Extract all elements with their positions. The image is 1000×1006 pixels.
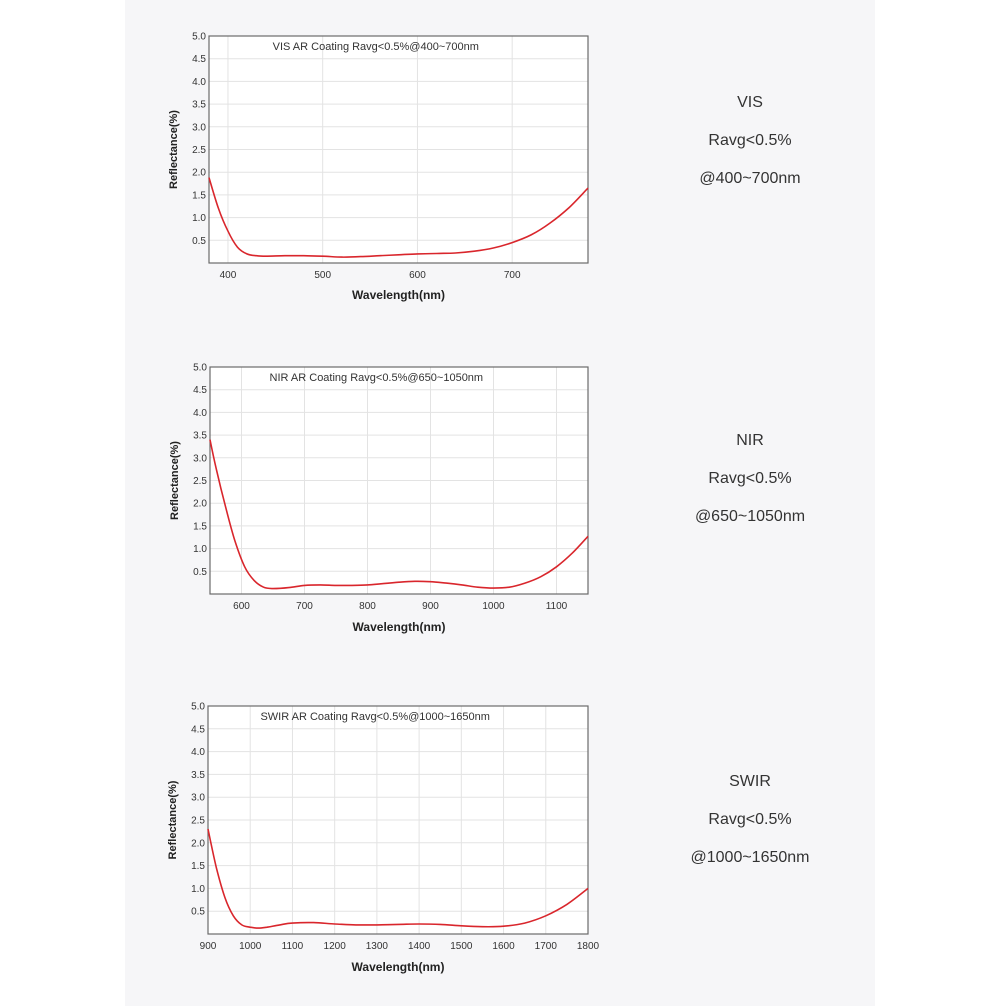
- y-tick-label: 2.5: [191, 816, 205, 827]
- x-tick-label: 700: [504, 270, 521, 281]
- plot-frame: [207, 705, 589, 935]
- y-tick-label: 0.5: [192, 236, 206, 247]
- nir-caption-name: NIR: [736, 432, 764, 449]
- x-tick-label: 900: [422, 601, 439, 612]
- swir-caption-range: @1000~1650nm: [690, 849, 810, 866]
- y-tick-label: 5.0: [192, 32, 206, 43]
- x-tick-label: 1400: [408, 941, 431, 952]
- y-tick-label: 4.0: [192, 77, 206, 88]
- x-tick-label: 1200: [324, 941, 347, 952]
- vis-caption: VIS Ravg<0.5% @400~700nm: [645, 84, 855, 198]
- x-tick-label: 1700: [535, 941, 558, 952]
- swir-reflectance-chart: 0.5 1.0 1.5 2.0 2.5 3.0 3.5 4.0 4.5 5.0 900 1000 110…: [167, 702, 600, 975]
- swir-caption: SWIR Ravg<0.5% @1000~1650nm: [645, 763, 855, 877]
- x-tick-label: 600: [409, 270, 426, 281]
- y-tick-label: 4.0: [193, 408, 207, 419]
- x-axis-label: Wavelength(nm): [352, 960, 445, 974]
- y-tick-label: 0.5: [191, 907, 205, 918]
- x-axis-label: Wavelength(nm): [353, 620, 446, 634]
- nir-caption-range: @650~1050nm: [694, 508, 806, 525]
- y-tick-label: 4.5: [192, 54, 206, 65]
- y-tick-label: 2.5: [192, 145, 206, 156]
- y-tick-label: 1.5: [193, 521, 207, 532]
- x-tick-label: 1000: [239, 941, 262, 952]
- chart-title: NIR AR Coating Ravg<0.5%@650~1050nm: [270, 372, 484, 384]
- x-tick-label: 1800: [577, 941, 600, 952]
- y-tick-label: 5.0: [193, 363, 207, 374]
- y-tick-label: 3.0: [193, 453, 207, 464]
- y-axis-label: Reflectance(%): [169, 441, 181, 520]
- plot-frame: [209, 366, 589, 595]
- x-tick-label: 1100: [546, 601, 568, 612]
- vis-caption-range: @400~700nm: [699, 170, 801, 187]
- nir-reflectance-chart: 0.5 1.0 1.5 2.0 2.5 3.0 3.5 4.0 4.5 5.0 600 700 800 9…: [169, 363, 589, 634]
- y-tick-label: 1.5: [191, 861, 205, 872]
- reflectance-series-line: [207, 828, 589, 929]
- x-tick-label: 600: [233, 601, 250, 612]
- y-tick-label: 3.0: [191, 793, 205, 804]
- vis-caption-name: VIS: [737, 94, 763, 111]
- y-tick-label: 3.5: [192, 100, 206, 111]
- y-tick-label: 2.0: [191, 838, 205, 849]
- y-tick-label: 2.0: [192, 168, 206, 179]
- y-tick-label: 1.0: [191, 884, 205, 895]
- y-tick-label: 2.5: [193, 476, 207, 487]
- chart-title: SWIR AR Coating Ravg<0.5%@1000~1650nm: [260, 711, 489, 723]
- x-tick-label: 400: [220, 270, 237, 281]
- content-panel: 0.5 1.0 1.5 2.0 2.5 3.0 3.5 4.0 4.5 5.0 400 500 600 7…: [125, 0, 875, 1006]
- plot-frame: [208, 35, 589, 264]
- y-tick-label: 4.0: [191, 747, 205, 758]
- x-tick-label: 1000: [482, 601, 505, 612]
- vis-reflectance-chart: 0.5 1.0 1.5 2.0 2.5 3.0 3.5 4.0 4.5 5.0 400 500 600 7…: [168, 32, 589, 302]
- reflectance-series-line: [208, 177, 589, 258]
- x-tick-label: 700: [296, 601, 313, 612]
- y-tick-label: 3.5: [193, 431, 207, 442]
- nir-caption: NIR Ravg<0.5% @650~1050nm: [645, 422, 855, 536]
- x-tick-label: 500: [314, 270, 331, 281]
- y-tick-label: 3.5: [191, 770, 205, 781]
- y-axis-label: Reflectance(%): [167, 780, 179, 859]
- chart-title: VIS AR Coating Ravg<0.5%@400~700nm: [273, 41, 479, 53]
- y-tick-label: 4.5: [193, 385, 207, 396]
- x-tick-label: 1600: [492, 941, 515, 952]
- vis-caption-spec: Ravg<0.5%: [708, 132, 792, 149]
- x-tick-label: 900: [200, 941, 217, 952]
- y-tick-label: 1.0: [193, 544, 207, 555]
- x-axis-label: Wavelength(nm): [352, 288, 445, 302]
- y-tick-label: 2.0: [193, 499, 207, 510]
- y-tick-label: 4.5: [191, 724, 205, 735]
- y-tick-label: 3.0: [192, 122, 206, 133]
- swir-caption-name: SWIR: [729, 773, 771, 790]
- swir-caption-spec: Ravg<0.5%: [708, 811, 792, 828]
- x-tick-label: 1500: [450, 941, 473, 952]
- reflectance-series-line: [209, 439, 589, 590]
- y-tick-label: 5.0: [191, 702, 205, 713]
- y-tick-label: 1.0: [192, 213, 206, 224]
- x-tick-label: 1100: [282, 941, 304, 952]
- x-tick-label: 800: [359, 601, 376, 612]
- y-tick-label: 0.5: [193, 567, 207, 578]
- nir-caption-spec: Ravg<0.5%: [708, 470, 792, 487]
- x-tick-label: 1300: [366, 941, 389, 952]
- y-tick-label: 1.5: [192, 190, 206, 201]
- y-axis-label: Reflectance(%): [168, 110, 180, 189]
